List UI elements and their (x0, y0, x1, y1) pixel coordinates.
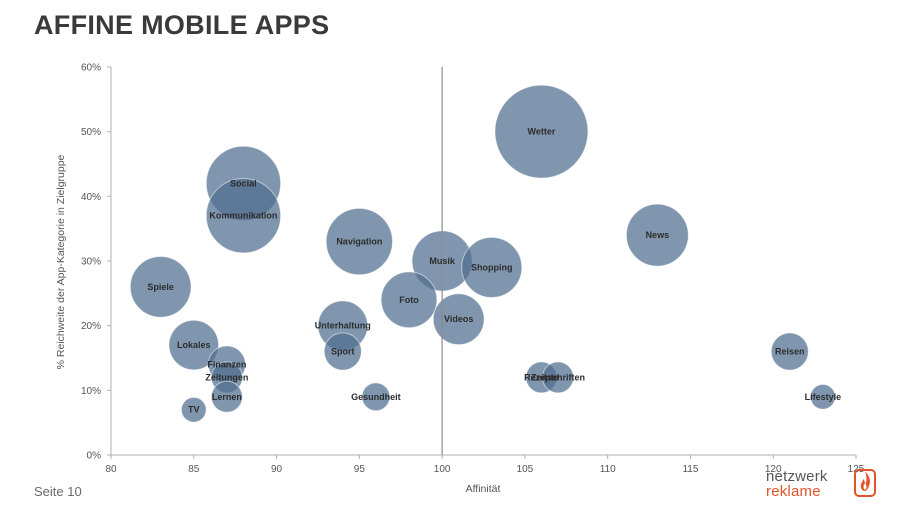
bubble-reisen (770, 332, 809, 371)
bubble-sport (323, 332, 362, 371)
bubble-label-zeitschriften: Zeitschriften (531, 372, 585, 382)
bubble-labels: Wetter Social Kommunikation News Navigation M… (147, 127, 841, 415)
x-tick-label: 85 (188, 464, 200, 475)
brand-name-line2: reklame (766, 483, 821, 500)
bubble-label-videos: Videos (444, 314, 473, 324)
x-tick-label: 120 (765, 464, 782, 475)
bubble-label-sport: Sport (331, 347, 355, 357)
bubble-label-wetter: Wetter (528, 127, 556, 137)
x-tick-label: 105 (517, 464, 534, 475)
y-tick-label: 0% (87, 451, 102, 462)
bubble-wetter (494, 84, 589, 179)
bubble-label-social: Social (230, 178, 257, 188)
bubble-gesundheit (361, 382, 391, 412)
bubble-label-lernen: Lernen (212, 392, 242, 402)
bubble-spiele (129, 255, 192, 318)
x-tick-label: 100 (434, 464, 451, 475)
brand-logo: netzwerk reklame (766, 466, 886, 502)
bubbles-layer (129, 84, 836, 423)
y-tick-label: 30% (81, 257, 101, 268)
bubble-news (625, 203, 689, 267)
y-tick-labels: 0% 10% 20% 30% 40% 50% 60% (81, 63, 101, 462)
brand-name-line1: netzwerk (766, 468, 828, 485)
bubble-lokales (168, 319, 220, 371)
x-tick-label: 110 (600, 464, 616, 475)
page-number: Seite 10 (34, 484, 82, 499)
bubble-label-news: News (646, 230, 670, 240)
bubble-label-tv: TV (188, 405, 200, 415)
bubble-label-shopping: Shopping (471, 262, 513, 272)
y-axis-title: % Reichweite der App-Kategorie in Zielgr… (55, 154, 67, 369)
x-tick-label: 95 (354, 464, 366, 475)
x-tick-labels: 80 85 90 95 100 105 110 115 120 125 (105, 464, 864, 475)
flame-icon (854, 469, 876, 497)
bubble-label-rezepte: Rezepte (524, 372, 559, 382)
slide-title: AFFINE MOBILE APPS (34, 10, 330, 40)
bubble-navigation (325, 207, 394, 276)
x-tick-label: 90 (271, 464, 283, 475)
bubble-label-navigation: Navigation (336, 237, 382, 247)
y-tick-label: 50% (81, 127, 101, 138)
bubble-label-reisen: Reisen (775, 347, 805, 357)
bubble-lernen (210, 380, 243, 413)
bubble-label-zeitungen: Zeitungen (205, 372, 248, 382)
bubble-tv (180, 396, 207, 423)
bubble-videos (432, 293, 485, 346)
bubble-label-unterhaltung: Unterhaltung (315, 321, 371, 331)
bubble-label-kommunikation: Kommunikation (209, 211, 277, 221)
bubble-shopping (461, 236, 523, 299)
bubble-label-foto: Foto (399, 295, 419, 305)
bubble-label-lifestyle: Lifestyle (805, 392, 842, 402)
y-tick-label: 20% (81, 321, 101, 332)
bubble-lifestyle (809, 383, 836, 410)
bubble-foto (380, 271, 438, 329)
y-tick-label: 60% (81, 63, 101, 74)
y-tick-label: 10% (81, 386, 101, 397)
x-tick-label: 115 (682, 464, 698, 475)
tick-marks (107, 66, 857, 459)
bubble-label-spiele: Spiele (147, 282, 174, 292)
bubble-label-lokales: Lokales (177, 340, 211, 350)
bubble-zeitschriften (542, 361, 574, 394)
bubble-label-gesundheit: Gesundheit (351, 392, 401, 402)
bubble-kommunikation (205, 178, 282, 254)
x-tick-label: 125 (848, 464, 865, 475)
x-tick-label: 80 (105, 464, 117, 475)
x-axis-title: Affinität (466, 483, 501, 495)
bubble-label-finanzen: Finanzen (207, 359, 246, 369)
bubble-label-musik: Musik (429, 256, 456, 266)
y-tick-label: 40% (81, 192, 101, 203)
